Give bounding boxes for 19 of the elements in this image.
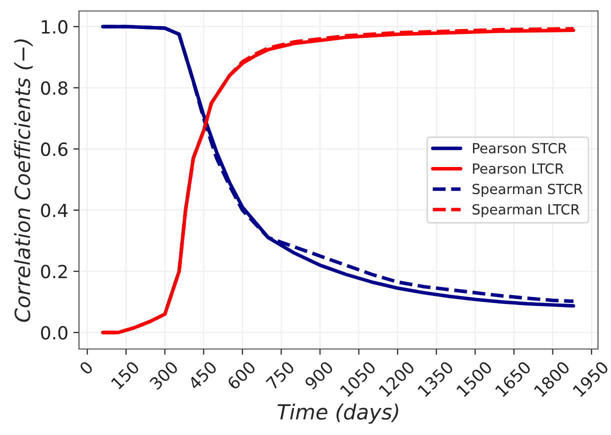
x-tick-label: 150 — [110, 360, 140, 390]
x-tick-label: 750 — [265, 360, 296, 390]
x-tick-label: 900 — [304, 360, 334, 390]
y-tick-label: 0.8 — [41, 81, 68, 95]
x-tick-label: 300 — [149, 360, 179, 390]
legend-label: Pearson STCR — [473, 142, 567, 154]
y-axis-title: Correlation Coefficients (−) — [14, 39, 33, 322]
x-tick-label: 450 — [187, 360, 218, 390]
x-tick-label: 600 — [226, 360, 256, 390]
y-tick-label: 0.6 — [41, 142, 68, 156]
y-tick-label: 0.4 — [41, 204, 68, 218]
x-axis-title: Time (days) — [278, 404, 398, 424]
y-tick-label: 0.0 — [41, 326, 68, 340]
x-tick-label: 0 — [78, 360, 94, 376]
legend-label: Spearman STCR — [472, 184, 583, 197]
legend-label: Pearson LTCR — [473, 163, 564, 174]
legend-label: Spearman LTCR — [472, 204, 580, 218]
y-tick-label: 0.2 — [41, 264, 67, 278]
y-tick-label: 1.0 — [42, 20, 68, 34]
